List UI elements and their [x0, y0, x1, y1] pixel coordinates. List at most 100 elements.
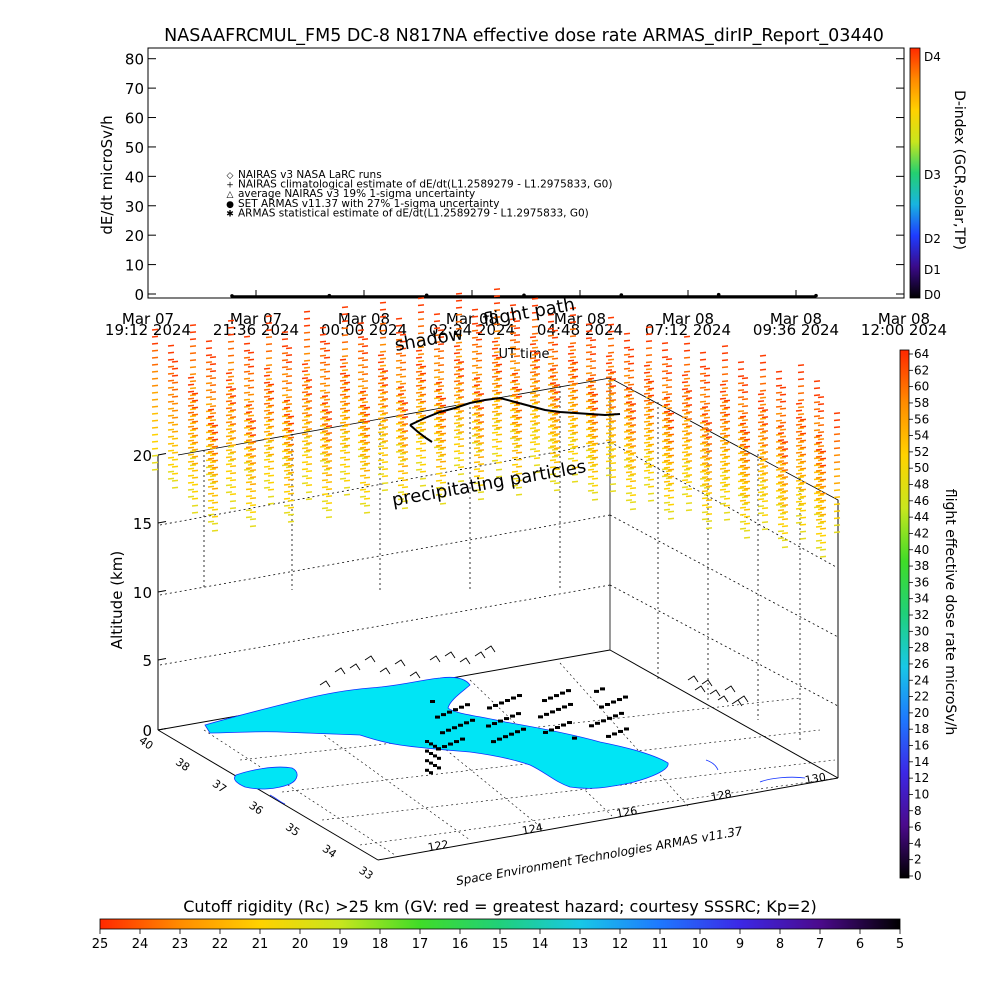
dose-rate-tick — [547, 411, 555, 414]
dose-rate-tick — [247, 351, 255, 354]
dose-rate-tick — [171, 388, 179, 391]
shadow-mark — [429, 761, 433, 765]
dose-rate-tick — [187, 418, 195, 421]
dose-rate-tick — [357, 357, 365, 360]
dose-rate-tick — [207, 506, 215, 509]
dose-rate-tick — [491, 445, 499, 448]
dose-rate-tick — [661, 412, 669, 415]
dose-rate-tick — [623, 458, 631, 461]
dose-rate-tick — [569, 419, 577, 422]
dose-rate-tick — [723, 455, 731, 458]
dose-rate-tick — [799, 537, 807, 540]
dose-rate-tick — [553, 475, 561, 478]
dose-rate-tick — [699, 435, 707, 438]
dose-rate-tick — [795, 514, 803, 517]
dose-rate-tick — [439, 467, 447, 470]
dose-rate-tick — [283, 413, 291, 416]
dose-rate-tick — [515, 479, 523, 482]
dose-rate-tick — [453, 380, 461, 383]
dose-rate-tick — [743, 480, 751, 483]
dose-rate-tick — [363, 490, 371, 493]
dose-rate-tick — [151, 349, 159, 352]
dose-rate-tick — [781, 497, 789, 500]
dose-rate-tick — [567, 464, 575, 467]
dose-rate-tick — [433, 334, 441, 337]
dose-rate-tick — [779, 498, 787, 501]
dose-rate-tick — [609, 434, 617, 437]
dose-rate-tick — [247, 414, 255, 417]
dose-rate-tick — [419, 442, 427, 445]
dose-rate-tick — [301, 370, 309, 373]
dose-rate-tick — [681, 444, 689, 447]
dose-rate-tick — [321, 423, 329, 426]
dose-rate-tick — [381, 489, 389, 492]
rc-tick-label: 14 — [532, 937, 549, 952]
dose-rate-tick — [797, 427, 805, 430]
dose-rate-tick — [281, 338, 289, 341]
dose-rate-tick — [509, 367, 517, 370]
dose-rate-tick — [607, 316, 615, 319]
dose-rate-tick — [305, 498, 313, 501]
dose-rate-tick — [399, 361, 407, 364]
dose-rate-tick — [171, 444, 179, 447]
shadow-mark — [600, 687, 605, 691]
dose-rate-tick — [343, 444, 351, 447]
dose-rate-tick — [225, 421, 233, 424]
dose-rate-tick — [813, 443, 821, 446]
dose-rate-tick — [607, 330, 615, 333]
dose-rate-tick — [533, 422, 541, 425]
dose-rate-tick — [227, 361, 235, 364]
dose-rate-tick — [225, 477, 233, 480]
dose-rate-tick — [719, 446, 727, 449]
dose-rate-tick — [511, 407, 519, 410]
shadow-mark — [448, 742, 453, 746]
shadow-outline — [459, 657, 471, 665]
dose-rate-tick — [493, 358, 501, 361]
dose-rate-tick — [759, 354, 767, 357]
dose-rate-tick — [303, 324, 311, 327]
dose-rate-tick — [743, 438, 751, 441]
dose-rate-tick — [205, 368, 213, 371]
dose-rate-tick — [685, 404, 693, 407]
dose-rate-tick — [761, 423, 769, 426]
dose-rate-tick — [285, 396, 293, 399]
dose-rate-tick — [341, 341, 349, 344]
dose-rate-tick — [457, 473, 465, 476]
dose-rate-tick — [775, 461, 783, 464]
dose-rate-tick — [457, 424, 465, 427]
dose-rate-tick — [227, 452, 235, 455]
dose-rate-tick — [303, 345, 311, 348]
dose-rate-tick — [437, 399, 445, 402]
dose-rate-tick — [325, 411, 333, 414]
altitude-tick-label: 15 — [133, 515, 152, 533]
dose-rate-tick — [553, 398, 561, 401]
dose-rate-tick — [341, 446, 349, 449]
dose-rate-tick — [339, 379, 347, 382]
dose-rate-tick — [609, 420, 617, 423]
dose-rate-tick — [585, 449, 593, 452]
dose-rate-tick — [817, 459, 825, 462]
dose-rate-tick — [495, 468, 503, 471]
dose-rate-tick — [415, 398, 423, 401]
dose-rate-tick — [377, 403, 385, 406]
dose-rate-tick — [433, 418, 441, 421]
top-x-tick-label-date: Mar 08 — [770, 310, 822, 328]
dose-rate-tick — [225, 442, 233, 445]
dose-rate-tick — [189, 408, 197, 411]
dose-rate-tick — [401, 402, 409, 405]
dose-rate-tick — [267, 397, 275, 400]
dose-rate-tick — [591, 393, 599, 396]
dose-rate-tick — [283, 441, 291, 444]
dose-rate-tick — [471, 427, 479, 430]
dose-rate-tick — [343, 409, 351, 412]
shadow-mark — [437, 747, 441, 751]
dose-rate-tick — [227, 445, 235, 448]
dose-rate-tick — [457, 431, 465, 434]
dose-rate-tick — [281, 359, 289, 362]
dose-rate-tick — [529, 455, 537, 458]
dose-rate-tick — [207, 408, 215, 411]
dose-rate-tick — [549, 417, 557, 420]
dose-rate-tick — [495, 356, 503, 359]
dose-rate-tick — [627, 418, 635, 421]
dose-rate-tick — [303, 352, 311, 355]
